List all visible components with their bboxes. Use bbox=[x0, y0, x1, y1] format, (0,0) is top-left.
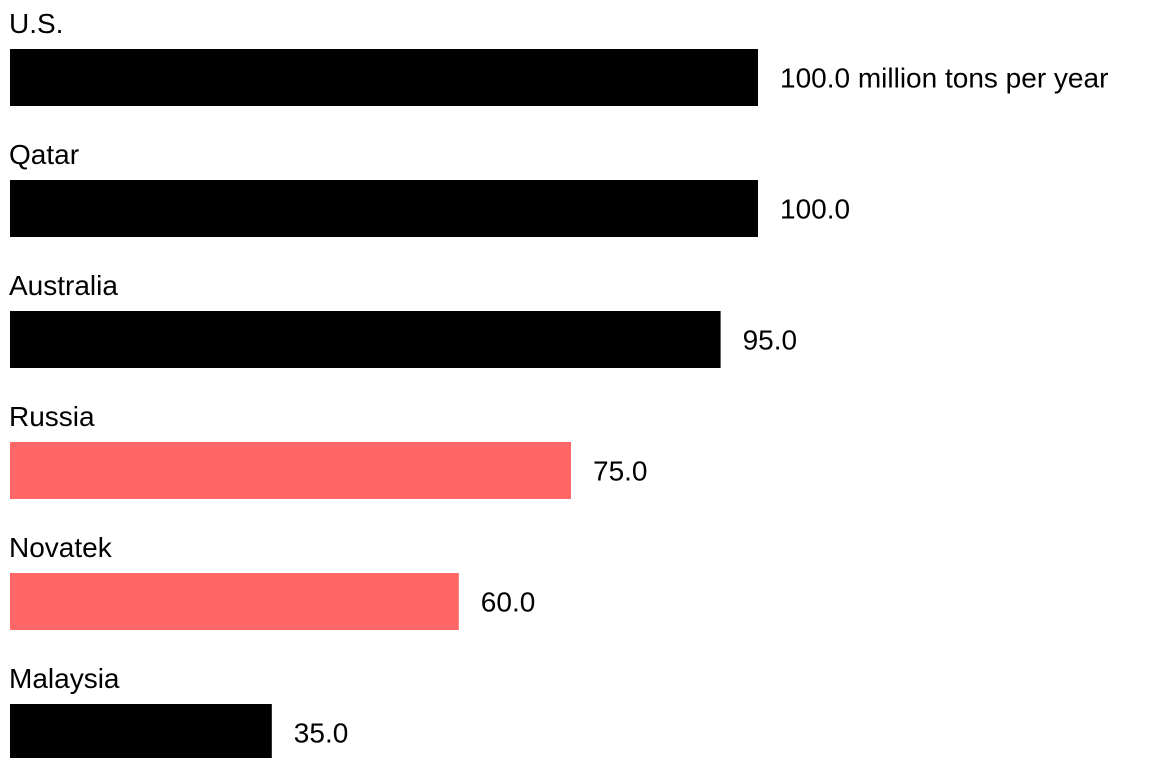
value-label: 75.0 bbox=[593, 456, 648, 487]
value-label: 35.0 bbox=[294, 718, 349, 749]
value-label: 100.0 bbox=[780, 194, 850, 225]
bar bbox=[10, 49, 758, 106]
category-label: Russia bbox=[9, 401, 95, 432]
bar bbox=[10, 180, 758, 237]
category-label: Australia bbox=[9, 270, 118, 301]
bar bbox=[10, 442, 571, 499]
category-label: Qatar bbox=[9, 139, 79, 170]
bar bbox=[10, 573, 459, 630]
bar bbox=[10, 311, 721, 368]
bar bbox=[10, 704, 272, 758]
category-label: U.S. bbox=[9, 8, 63, 39]
bars-layer: U.S. 100.0 million tons per year Qatar 100.… bbox=[9, 8, 1108, 758]
category-label: Malaysia bbox=[9, 663, 120, 694]
value-label: 95.0 bbox=[743, 325, 798, 356]
category-label: Novatek bbox=[9, 532, 113, 563]
value-label: 100.0 million tons per year bbox=[780, 63, 1108, 94]
value-label: 60.0 bbox=[481, 587, 536, 618]
